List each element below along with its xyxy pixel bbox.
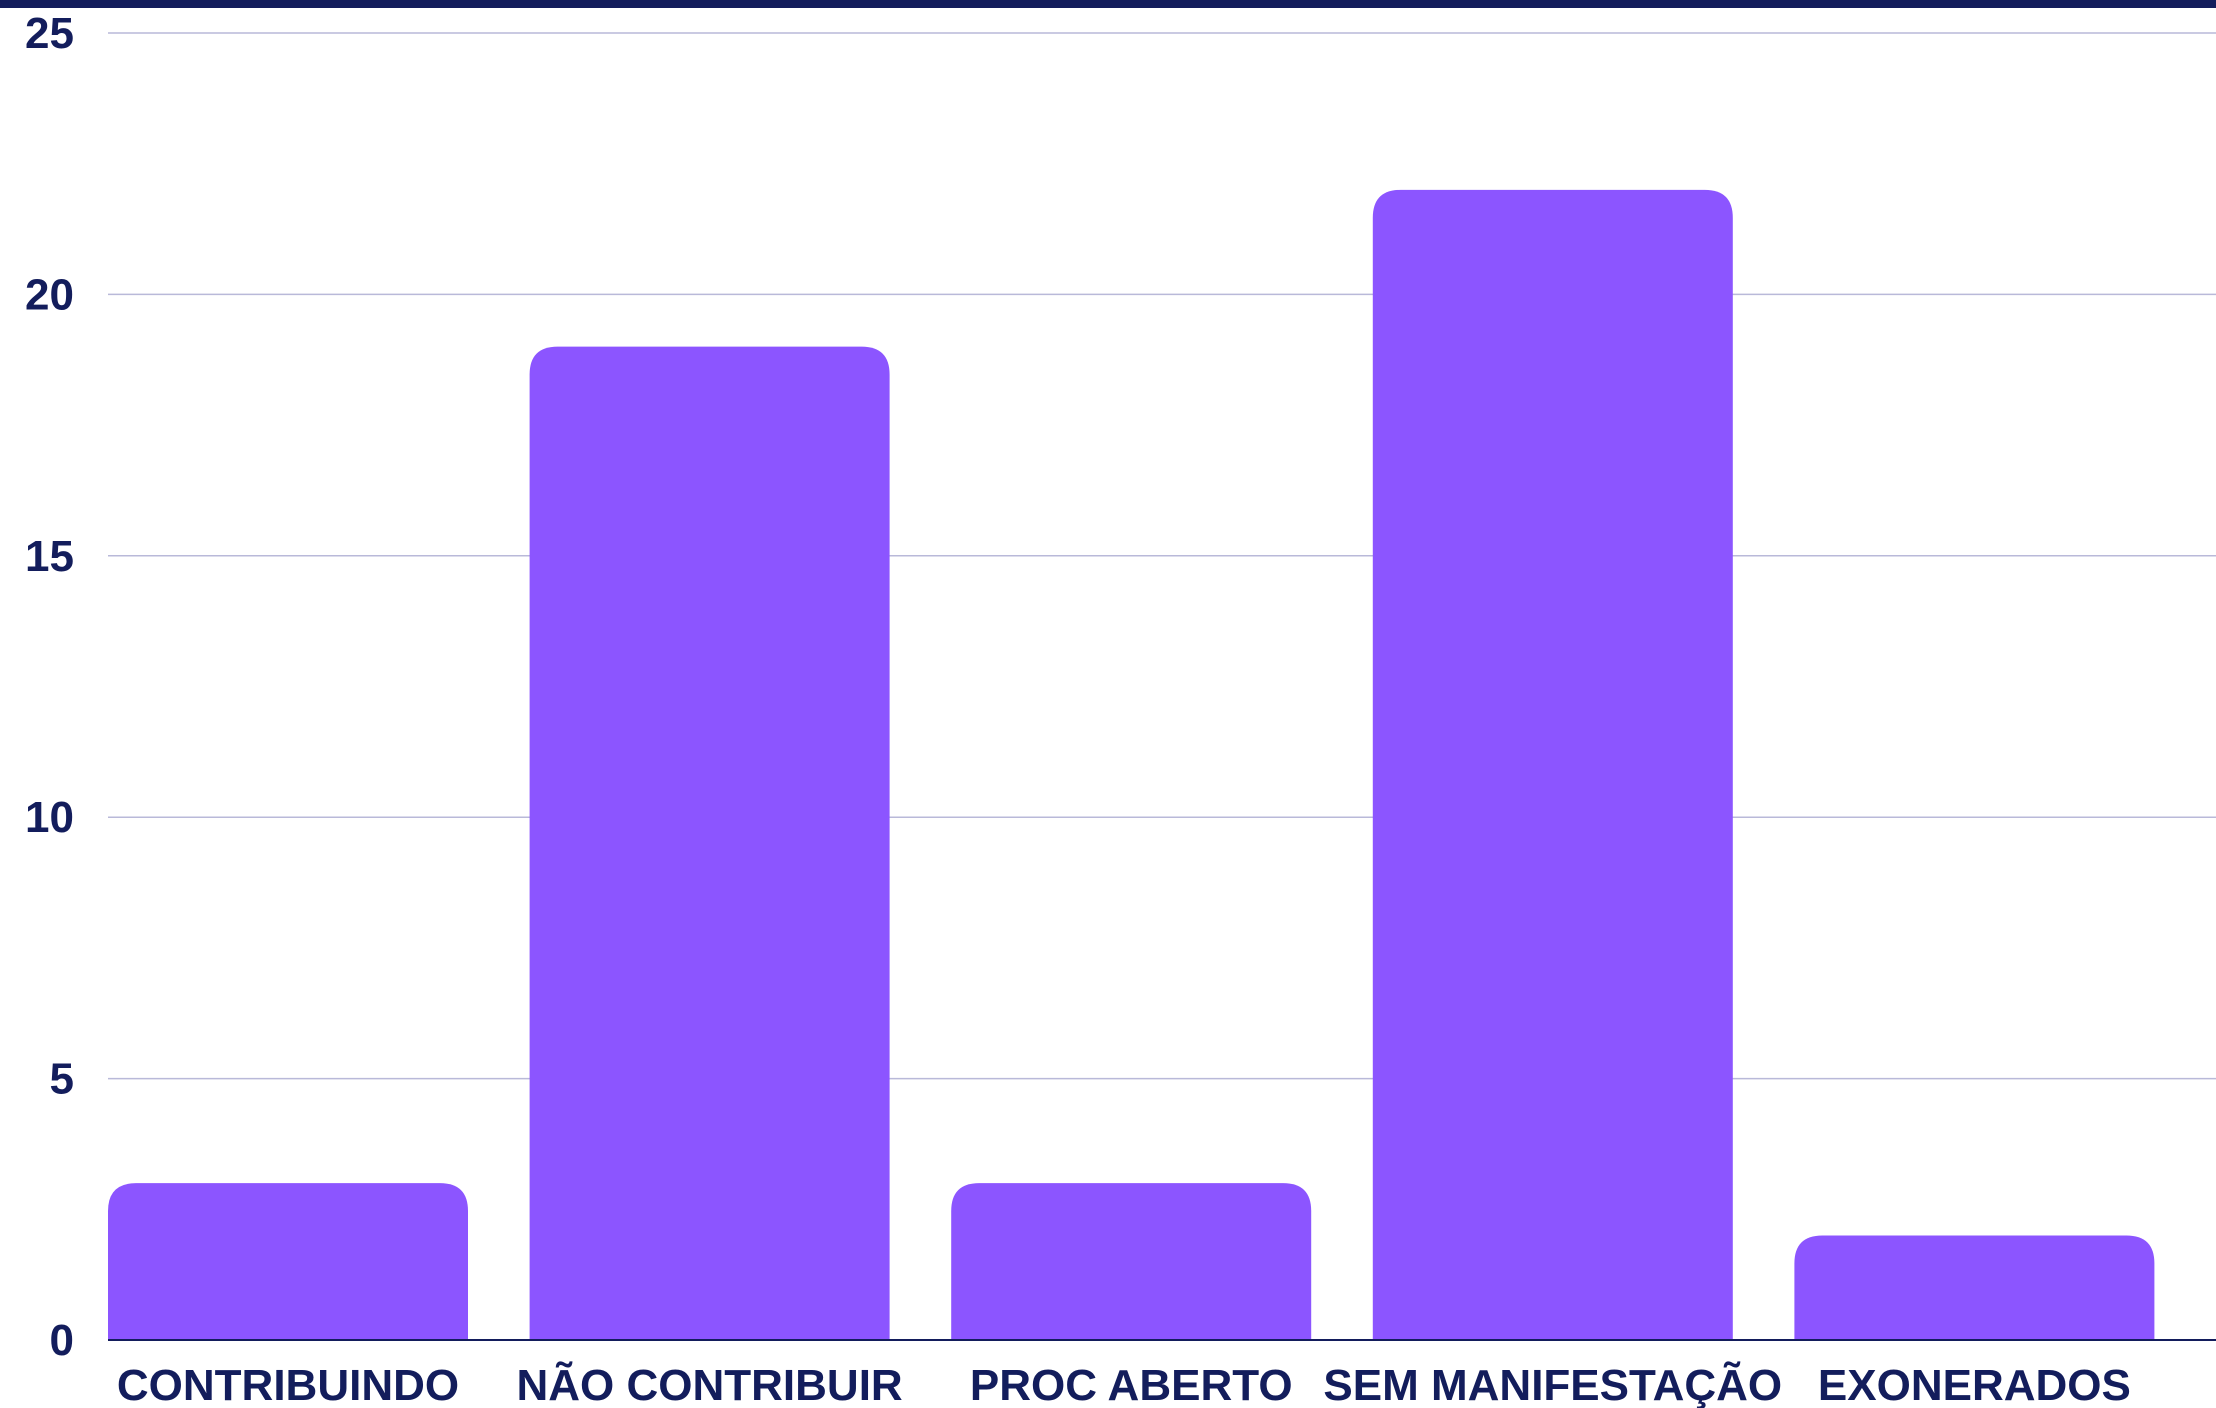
x-axis-categories: CONTRIBUINDO NÃO CONTRIBUIR PROC ABERTO SEM… [117, 1360, 2131, 1408]
y-tick-label: 15 [25, 532, 74, 581]
gridlines [108, 32, 2216, 1080]
bar-sem-manifesta-o [1372, 189, 1733, 1341]
y-axis-ticks: 0 5 10 15 20 25 [25, 9, 74, 1365]
x-category-label: PROC ABERTO [970, 1361, 1293, 1408]
y-tick-label: 25 [25, 9, 74, 58]
bar-proc-aberto [951, 1183, 1312, 1340]
y-tick-label: 20 [25, 270, 74, 319]
x-category-label: CONTRIBUINDO [117, 1361, 459, 1408]
bars [108, 189, 2155, 1341]
y-tick-label: 0 [50, 1316, 74, 1365]
x-category-label: NÃO CONTRIBUIR [516, 1360, 902, 1408]
x-category-label: EXONERADOS [1818, 1361, 2131, 1408]
bar-exonerados [1794, 1235, 2155, 1340]
y-tick-label: 10 [25, 793, 74, 842]
top-rule [0, 0, 2216, 8]
x-category-label: SEM MANIFESTAÇÃO [1323, 1360, 1782, 1408]
bar-n-o-contribuir [529, 346, 890, 1340]
y-tick-label: 5 [50, 1055, 74, 1104]
bar-contribuindo [108, 1183, 468, 1340]
